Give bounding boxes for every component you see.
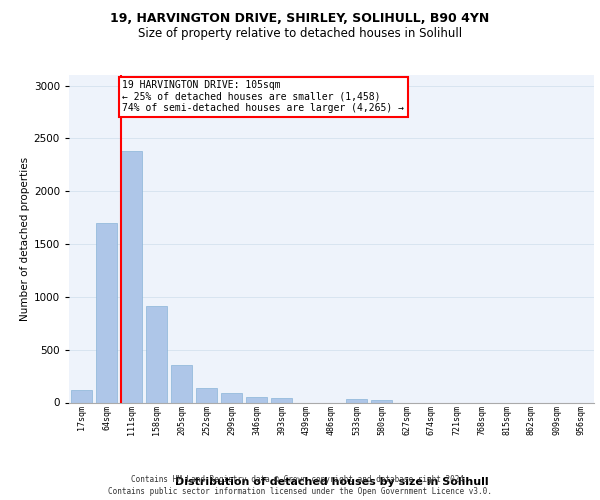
Bar bbox=[71, 390, 92, 402]
Bar bbox=[146, 306, 167, 402]
Bar bbox=[371, 400, 392, 402]
Bar bbox=[246, 396, 267, 402]
Text: Size of property relative to detached houses in Solihull: Size of property relative to detached ho… bbox=[138, 26, 462, 40]
Y-axis label: Number of detached properties: Number of detached properties bbox=[20, 156, 29, 321]
Bar bbox=[96, 223, 117, 402]
Bar bbox=[121, 151, 142, 403]
Bar bbox=[221, 393, 242, 402]
X-axis label: Distribution of detached houses by size in Solihull: Distribution of detached houses by size … bbox=[175, 477, 488, 487]
Bar bbox=[346, 400, 367, 402]
Bar bbox=[271, 398, 292, 402]
Text: 19 HARVINGTON DRIVE: 105sqm
← 25% of detached houses are smaller (1,458)
74% of : 19 HARVINGTON DRIVE: 105sqm ← 25% of det… bbox=[122, 80, 404, 113]
Bar bbox=[171, 365, 192, 403]
Text: Contains HM Land Registry data © Crown copyright and database right 2024.
Contai: Contains HM Land Registry data © Crown c… bbox=[108, 474, 492, 496]
Text: 19, HARVINGTON DRIVE, SHIRLEY, SOLIHULL, B90 4YN: 19, HARVINGTON DRIVE, SHIRLEY, SOLIHULL,… bbox=[110, 12, 490, 26]
Bar bbox=[196, 388, 217, 402]
